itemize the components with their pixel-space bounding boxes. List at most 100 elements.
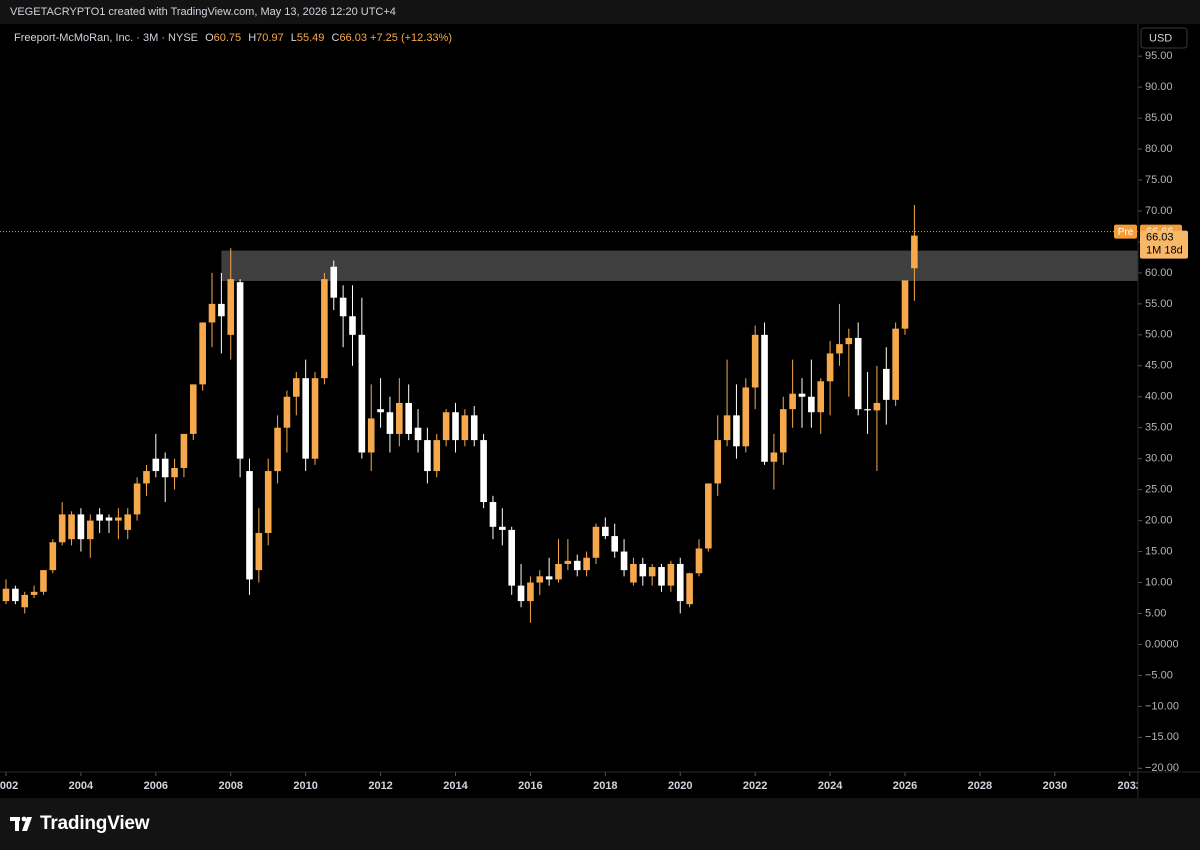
candle-body <box>470 415 478 441</box>
candle-body <box>386 412 394 434</box>
candle-body <box>283 396 291 428</box>
candle-body <box>592 526 600 558</box>
change: +7.25 <box>370 32 398 44</box>
credit: VEGETACRYPTO1 created with TradingView.c… <box>10 6 396 18</box>
candle-body <box>227 279 235 335</box>
x-tick-label: 2028 <box>968 780 992 792</box>
candle-body <box>583 557 590 571</box>
candle-body <box>611 536 618 552</box>
candle-body <box>648 567 656 577</box>
candle-body <box>676 563 684 602</box>
ohlc-key: O <box>205 32 214 44</box>
candle-body <box>21 594 29 608</box>
x-tick-label: 2008 <box>219 780 243 792</box>
y-tick-label: −10.00 <box>1145 700 1179 712</box>
candle-body <box>845 337 853 345</box>
candle-body <box>246 471 253 580</box>
y-tick-label: 85.00 <box>1145 112 1173 124</box>
candle-body <box>367 418 375 453</box>
candle-body <box>742 387 750 447</box>
ohlc-key: L <box>290 32 297 44</box>
candle-body <box>349 316 356 335</box>
x-tick-label: 2012 <box>368 780 392 792</box>
y-tick-label: 60.00 <box>1145 267 1173 279</box>
candle-body <box>808 396 815 413</box>
x-tick-label: 2030 <box>1043 780 1067 792</box>
y-tick-label: −20.00 <box>1145 762 1179 774</box>
legend: Freeport-McMoRan, Inc. · 3M · NYSE O60.7… <box>14 32 452 44</box>
symbol: Freeport-McMoRan, Inc. · 3M · NYSE <box>14 32 198 44</box>
candle-body <box>208 303 216 323</box>
candle-body <box>58 514 66 543</box>
last-price-badge <box>1140 230 1188 259</box>
candle-body <box>779 409 787 453</box>
candle-body <box>770 452 778 462</box>
candle-body <box>723 415 731 441</box>
x-tick-label: 2022 <box>743 780 767 792</box>
candle-body <box>180 433 188 468</box>
candle-body <box>77 514 85 540</box>
ohlc-value: 66.03 <box>339 32 367 44</box>
currency: USD <box>1149 32 1172 44</box>
pre-label: Pre <box>1118 227 1134 238</box>
candle-body <box>761 334 768 462</box>
candle-body <box>68 514 75 540</box>
candle-body <box>733 415 740 447</box>
candle-body <box>396 402 403 434</box>
x-tick-label: 2024 <box>818 780 843 792</box>
candle-body <box>161 458 169 478</box>
candle-body <box>686 573 693 605</box>
x-tick-label: 2004 <box>69 780 94 792</box>
y-tick-label: 40.00 <box>1145 391 1173 403</box>
plot-area <box>0 204 1138 623</box>
y-tick-label: 70.00 <box>1145 205 1173 217</box>
y-tick-label: −15.00 <box>1145 731 1179 743</box>
pre-badge <box>1114 224 1137 239</box>
y-tick-label: 25.00 <box>1145 484 1173 496</box>
candle-body <box>330 266 338 298</box>
candle-body <box>630 563 637 583</box>
candle-body <box>545 576 553 580</box>
candle-body <box>555 563 562 580</box>
x-tick-label: 2018 <box>593 780 617 792</box>
candle-body <box>864 409 871 411</box>
x-tick-label: 2026 <box>893 780 917 792</box>
candle-body <box>274 427 281 472</box>
candle-body <box>667 563 675 586</box>
y-tick-label: 80.00 <box>1145 143 1173 155</box>
ohlc-value: 70.97 <box>256 32 284 44</box>
candle-body <box>115 517 122 521</box>
brand: TradingView <box>40 813 150 834</box>
currency-box[interactable] <box>1140 27 1188 49</box>
ohlc-key: C <box>331 32 340 44</box>
x-tick-label: 2014 <box>443 780 468 792</box>
logo <box>10 816 32 831</box>
candle-body <box>499 526 506 530</box>
y-tick-label: 75.00 <box>1145 174 1173 186</box>
y-tick-label: 55.00 <box>1145 298 1173 310</box>
candle-body <box>424 440 431 472</box>
candle-body <box>798 393 806 397</box>
y-tick-label: 50.00 <box>1145 329 1173 341</box>
x-axis: 2002 2004 2006 2008 2010 2012 2014 2016 2018 2020… <box>0 772 1138 792</box>
candle-body <box>433 440 441 472</box>
candle-body <box>489 502 497 527</box>
candle-body <box>405 402 412 434</box>
candle-body <box>171 467 178 478</box>
y-tick-label: 15.00 <box>1145 545 1173 557</box>
candle-body <box>873 402 881 411</box>
candle-body <box>302 378 309 459</box>
candle-body <box>620 551 628 571</box>
candle-body <box>30 591 38 595</box>
candle-body <box>751 334 759 388</box>
y-tick-label: 30.00 <box>1145 453 1173 465</box>
candle-body <box>714 440 722 484</box>
candle-body <box>573 560 581 571</box>
candle-body <box>527 582 534 602</box>
candle-body <box>124 514 132 530</box>
candle-body <box>143 471 150 484</box>
candle-body <box>414 427 422 441</box>
candle-body <box>817 381 825 413</box>
candle-body <box>96 514 103 521</box>
